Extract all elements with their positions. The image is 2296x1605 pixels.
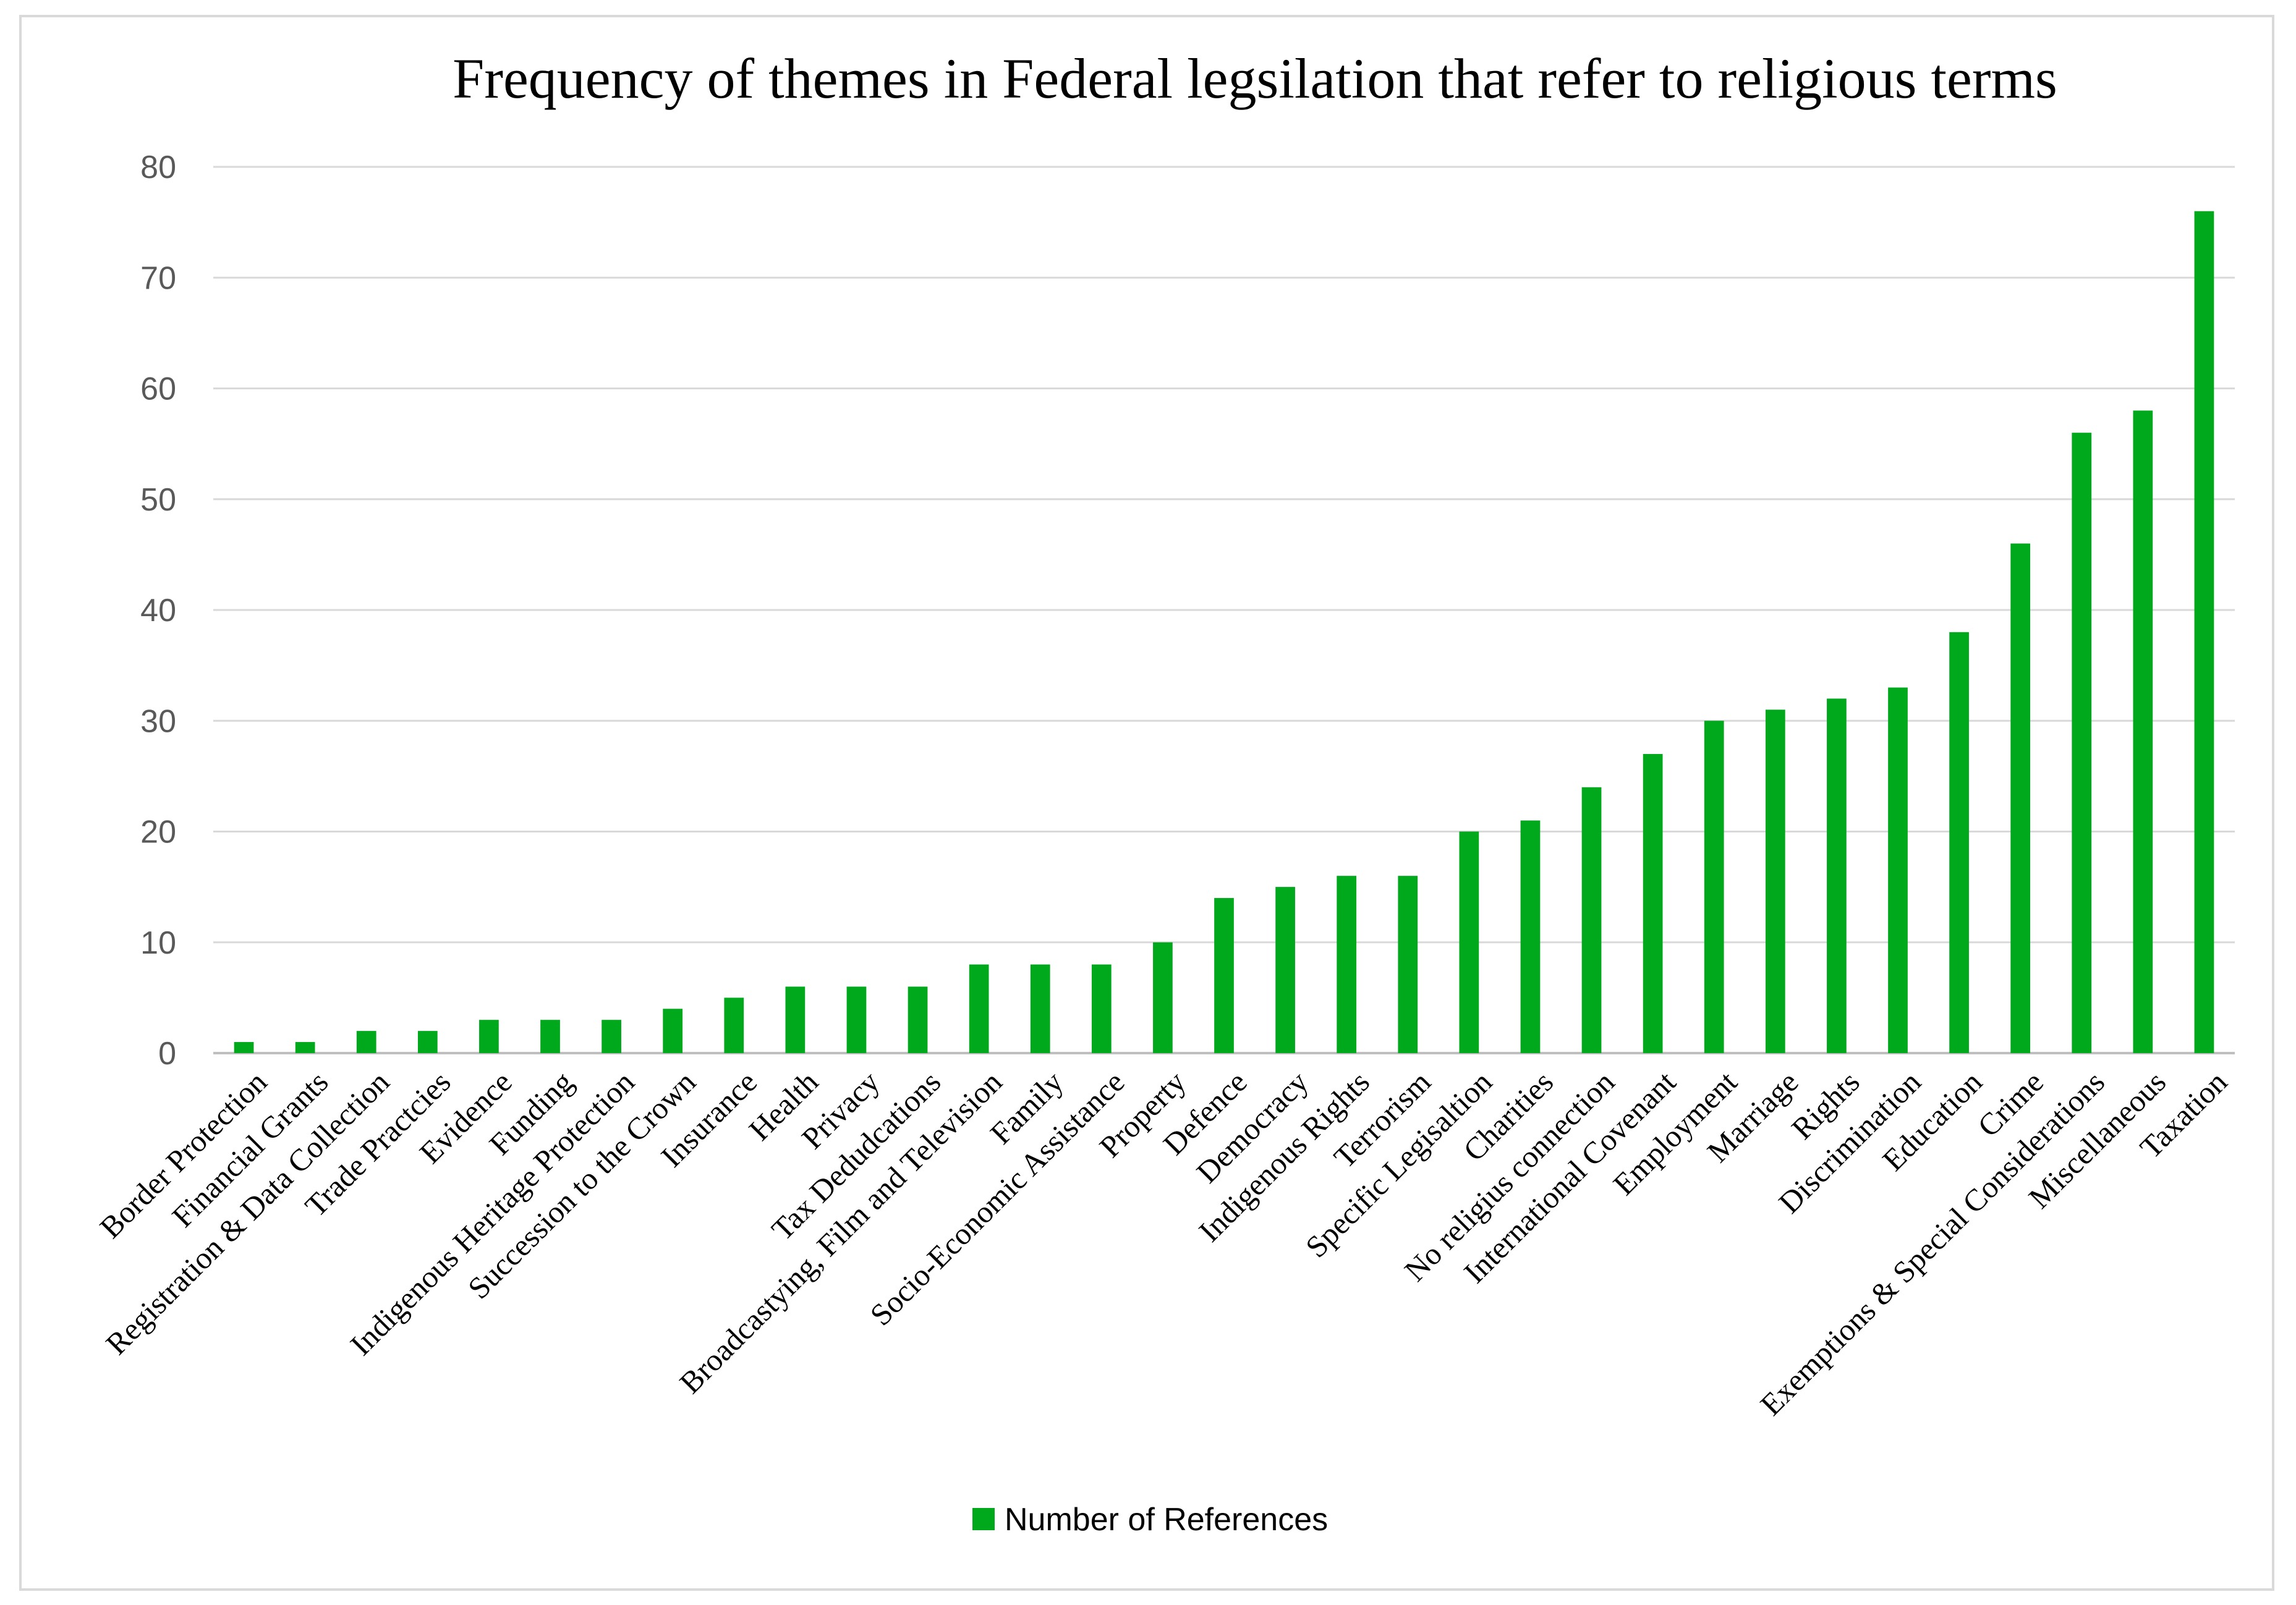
y-tick-label: 0 <box>158 1036 176 1072</box>
y-axis-ticks: 0 10 20 30 40 50 60 70 80 <box>140 150 176 1072</box>
bar <box>969 964 989 1053</box>
bar <box>2072 433 2092 1053</box>
bar <box>417 1031 438 1053</box>
legend: Number of References <box>972 1502 1328 1538</box>
y-tick-label: 40 <box>140 593 176 629</box>
bars-layer <box>234 211 2214 1054</box>
bar <box>846 986 867 1053</box>
bar <box>1949 632 1969 1053</box>
bar <box>356 1031 376 1053</box>
bar <box>1827 698 1847 1053</box>
bar <box>1153 942 1173 1053</box>
chart-frame: Frequency of themes in Federal legsilati… <box>19 15 2274 1591</box>
y-tick-label: 30 <box>140 703 176 739</box>
bar <box>2133 410 2153 1053</box>
bar <box>540 1020 560 1053</box>
bar <box>1275 887 1295 1053</box>
legend-swatch <box>972 1508 995 1530</box>
bar <box>1030 964 1050 1053</box>
bar <box>234 1042 254 1053</box>
y-tick-label: 70 <box>140 260 176 296</box>
bar <box>1091 964 1112 1053</box>
y-tick-label: 50 <box>140 482 176 518</box>
y-tick-label: 80 <box>140 150 176 185</box>
bar <box>479 1020 499 1053</box>
y-tick-label: 20 <box>140 815 176 850</box>
bar <box>663 1009 683 1053</box>
bar <box>724 997 744 1053</box>
bar <box>1214 898 1234 1053</box>
bar <box>1337 876 1357 1053</box>
bar <box>1888 687 1908 1053</box>
bar <box>1765 709 1785 1053</box>
chart-svg: Frequency of themes in Federal legsilati… <box>93 47 2235 1538</box>
bar <box>1520 820 1541 1053</box>
chart-title: Frequency of themes in Federal legsilati… <box>453 47 2057 110</box>
bar <box>908 986 928 1053</box>
bar <box>295 1042 315 1053</box>
bar <box>1643 754 1663 1053</box>
bar <box>785 986 806 1053</box>
bar <box>2010 543 2031 1053</box>
bar <box>602 1020 621 1053</box>
bar <box>1398 876 1418 1053</box>
y-tick-label: 10 <box>140 925 176 961</box>
bar <box>1581 787 1602 1053</box>
bar <box>2194 211 2214 1054</box>
legend-label: Number of References <box>1005 1502 1328 1538</box>
bar <box>1704 721 1724 1053</box>
y-tick-label: 60 <box>140 371 176 407</box>
bar <box>1459 831 1479 1053</box>
